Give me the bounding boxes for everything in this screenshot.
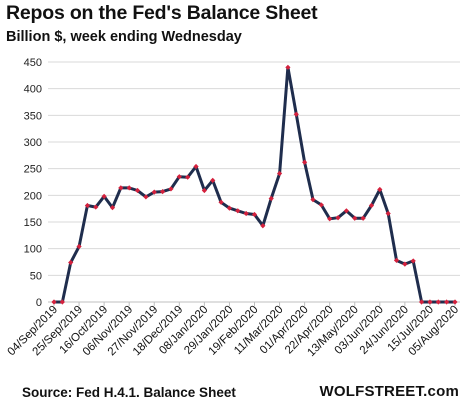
data-point bbox=[193, 163, 199, 170]
y-tick-label: 0 bbox=[36, 297, 42, 309]
data-point bbox=[276, 170, 283, 177]
y-tick-label: 450 bbox=[24, 57, 42, 69]
data-point bbox=[143, 194, 149, 200]
data-point bbox=[251, 211, 258, 218]
data-point bbox=[76, 243, 82, 250]
y-tick-label: 400 bbox=[24, 84, 42, 96]
data-point bbox=[151, 189, 157, 195]
data-point bbox=[210, 177, 216, 183]
data-point bbox=[452, 299, 458, 305]
data-point bbox=[327, 216, 333, 222]
y-tick-label: 300 bbox=[24, 137, 42, 149]
y-tick-label: 50 bbox=[30, 270, 42, 282]
data-point bbox=[201, 187, 207, 194]
data-point bbox=[126, 185, 132, 191]
chart-subtitle: Billion $, week ending Wednesday bbox=[6, 29, 242, 45]
data-point bbox=[51, 299, 57, 305]
y-tick-label: 250 bbox=[24, 164, 42, 176]
data-point bbox=[134, 187, 141, 194]
source-note: Source: Fed H.4.1. Balance Sheet bbox=[22, 385, 236, 400]
data-point bbox=[393, 257, 400, 263]
data-point bbox=[243, 210, 249, 217]
data-point bbox=[168, 186, 174, 192]
data-point bbox=[418, 299, 425, 305]
data-point bbox=[218, 199, 224, 205]
data-point bbox=[160, 189, 166, 195]
data-point bbox=[185, 174, 191, 180]
chart-title: Repos on the Fed's Balance Sheet bbox=[6, 2, 318, 24]
data-point bbox=[235, 208, 241, 214]
data-point bbox=[343, 208, 349, 214]
data-point bbox=[402, 261, 408, 267]
grid-lines bbox=[48, 61, 460, 303]
x-axis-ticks: 04/Sep/201925/Sep/201916/Oct/201906/Nov/… bbox=[6, 302, 461, 359]
data-point bbox=[176, 174, 182, 180]
y-tick-label: 150 bbox=[24, 217, 42, 229]
data-point bbox=[260, 223, 266, 229]
data-point bbox=[84, 202, 91, 209]
data-point bbox=[302, 159, 308, 165]
y-tick-label: 100 bbox=[24, 244, 42, 256]
data-point bbox=[118, 185, 124, 191]
series-repos bbox=[51, 64, 458, 305]
data-point bbox=[444, 299, 450, 305]
data-point bbox=[368, 202, 375, 209]
data-point bbox=[352, 215, 358, 221]
data-point bbox=[318, 202, 324, 208]
data-point bbox=[435, 299, 441, 305]
data-point bbox=[59, 299, 65, 305]
data-point bbox=[68, 259, 74, 266]
data-point bbox=[109, 205, 116, 211]
brand-logo: WOLFSTREET.com bbox=[319, 383, 459, 400]
data-point bbox=[360, 215, 366, 221]
data-point bbox=[226, 205, 233, 211]
y-tick-label: 350 bbox=[24, 110, 42, 122]
data-point bbox=[93, 204, 99, 210]
data-point bbox=[427, 299, 433, 305]
series-line bbox=[54, 65, 455, 304]
data-point bbox=[377, 186, 383, 193]
data-point bbox=[268, 195, 274, 202]
data-point bbox=[310, 197, 316, 203]
data-point bbox=[385, 210, 391, 217]
data-point bbox=[293, 111, 299, 117]
data-point bbox=[285, 64, 291, 70]
data-point bbox=[101, 193, 107, 199]
data-point bbox=[335, 215, 341, 221]
y-axis-ticks: 0 50 100 150 200 250 300 350 400 450 bbox=[24, 57, 42, 309]
y-tick-label: 200 bbox=[24, 190, 42, 202]
data-point bbox=[410, 258, 416, 264]
